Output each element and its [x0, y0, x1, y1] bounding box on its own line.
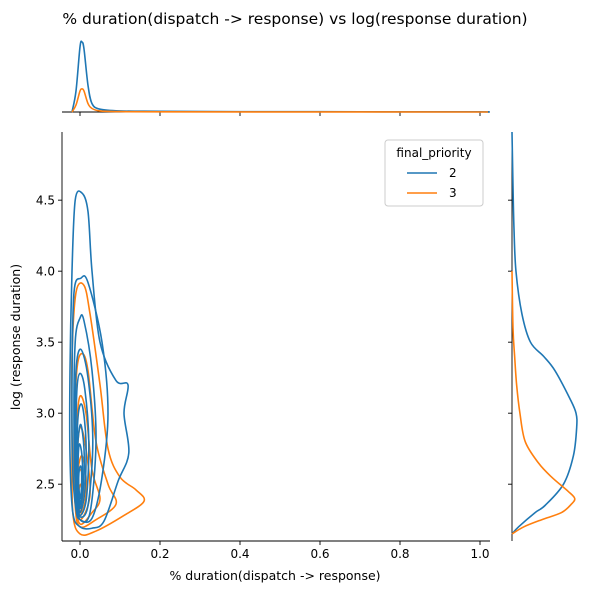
kde-contour-series-2-level-3 — [73, 314, 97, 523]
main-axes: 0.0 0.2 0.4 0.6 0.8 1.0 2.5 3.0 3.5 4.0 4.5 — [36, 132, 490, 561]
legend-label-3: 3 — [449, 186, 457, 200]
y-tick-label: 4.0 — [36, 264, 55, 278]
y-tick-label: 2.5 — [36, 477, 55, 491]
legend: final_priority 2 3 — [384, 139, 484, 207]
right-marginal-curve-series-3 — [511, 271, 576, 535]
legend-label-2: 2 — [449, 166, 457, 180]
kde-contour-series-2-level-2 — [71, 274, 109, 524]
right-marginal-plot — [508, 131, 578, 541]
legend-title: final_priority — [396, 146, 471, 160]
y-axis-label: log (response duration) — [8, 264, 23, 410]
y-tick-label: 3.5 — [36, 335, 55, 349]
x-tick-label: 1.0 — [470, 547, 489, 561]
x-tick-label: 0.6 — [310, 547, 329, 561]
kde-contour-series-2-level-9 — [77, 465, 83, 500]
top-marginal-curve-series-2 — [71, 40, 490, 113]
top-marginal-curve-series-3 — [71, 88, 489, 113]
right-marginal-curve-series-2 — [511, 131, 578, 535]
main-kde-plot: 0.0 0.2 0.4 0.6 0.8 1.0 2.5 3.0 3.5 4.0 4.5 — [36, 132, 490, 561]
x-axis-label: % duration(dispatch -> response) — [169, 568, 380, 583]
kde-contours — [68, 190, 146, 536]
x-tick-label: 0.8 — [390, 547, 409, 561]
y-tick-label: 4.5 — [36, 193, 55, 207]
kde-contour-series-2-level-1 — [68, 190, 130, 530]
x-tick-label: 0.0 — [70, 547, 89, 561]
chart-title: % duration(dispatch -> response) vs log(… — [62, 10, 527, 28]
x-tick-label: 0.2 — [150, 547, 169, 561]
x-tick-label: 0.4 — [230, 547, 249, 561]
top-marginal-plot — [62, 40, 490, 116]
y-tick-label: 3.0 — [36, 406, 55, 420]
